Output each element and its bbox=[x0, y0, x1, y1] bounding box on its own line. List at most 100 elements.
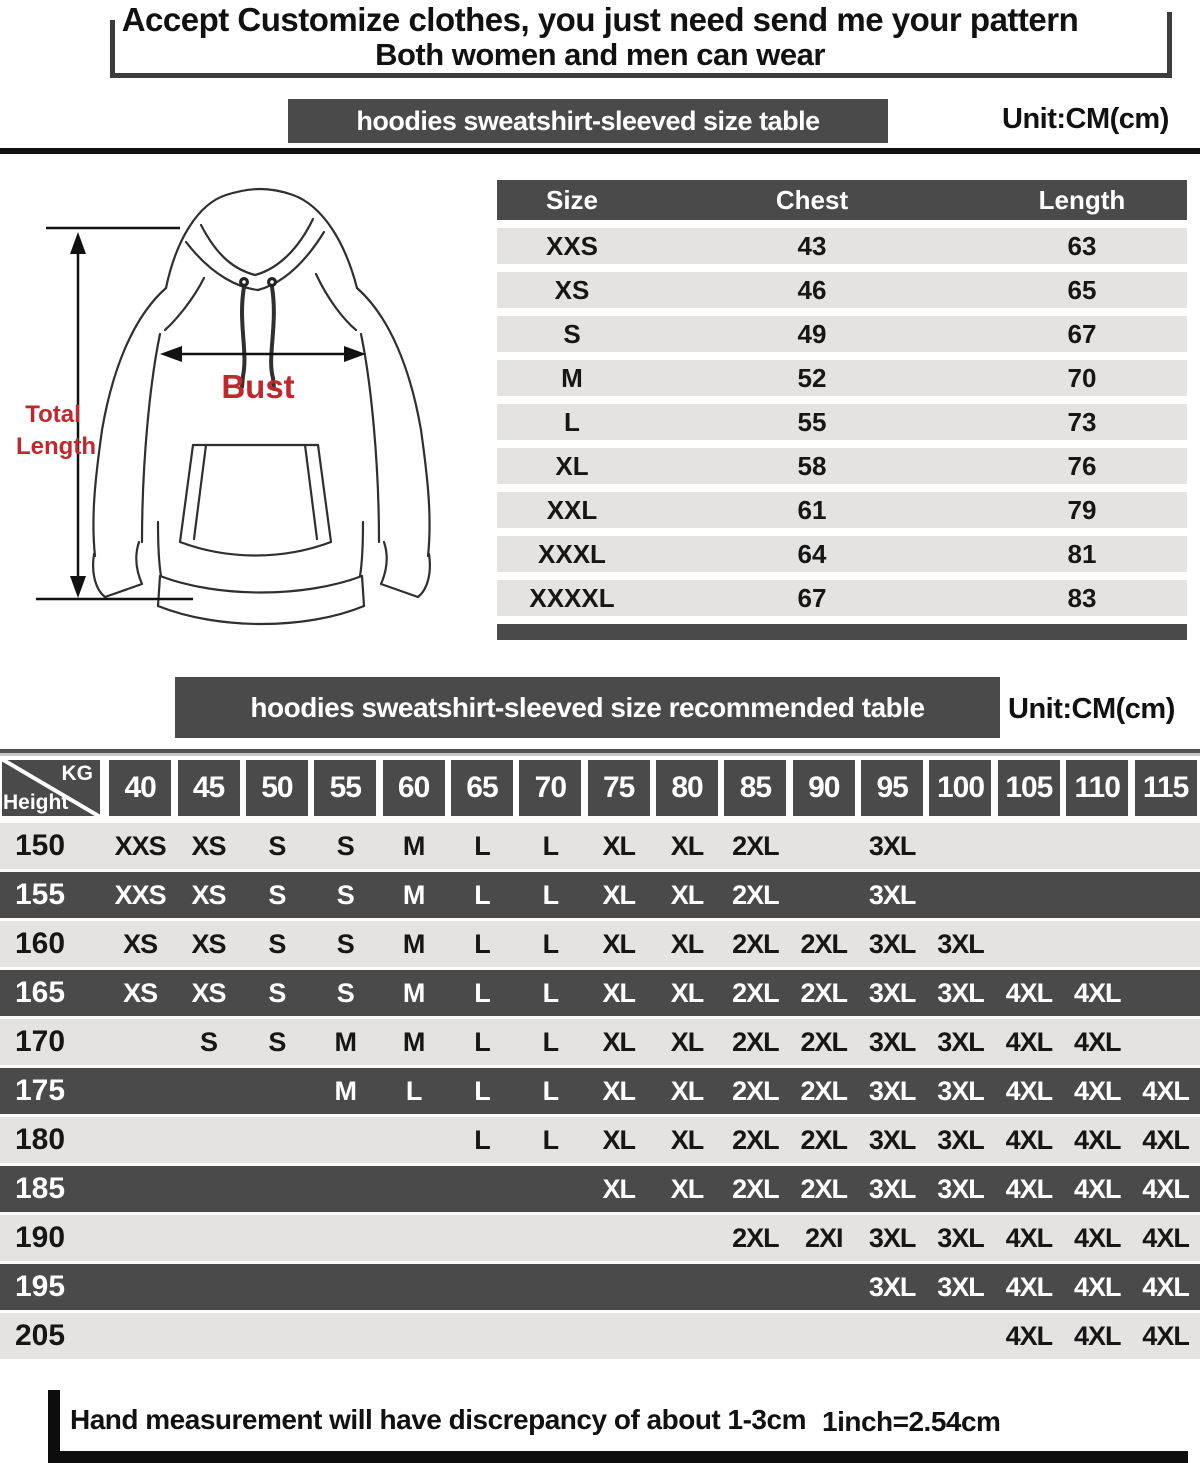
recommend-cell: XS bbox=[191, 929, 227, 959]
recommend-cell: 3XL bbox=[868, 831, 917, 861]
recommend-cell bbox=[721, 1313, 789, 1359]
size-table-cell: 52 bbox=[797, 363, 827, 393]
recommend-cell: XL bbox=[602, 1076, 636, 1106]
corner-diagonal-line bbox=[2, 760, 100, 816]
cuff-left bbox=[92, 540, 144, 599]
recommend-cell bbox=[106, 1264, 174, 1310]
recommend-table-row: 205 4XL 4XL 4XL bbox=[0, 1310, 1200, 1359]
recommend-cell: 4XL bbox=[1142, 1076, 1190, 1106]
size-table-cell: 76 bbox=[1067, 451, 1097, 481]
height-value: 150 bbox=[14, 829, 66, 862]
recommend-cell bbox=[174, 1215, 242, 1261]
recommend-cell: 4XL bbox=[1073, 1076, 1122, 1106]
arrowhead-left bbox=[160, 346, 182, 362]
weight-header-slot: 90 bbox=[790, 760, 858, 816]
recommend-cell bbox=[243, 1264, 311, 1310]
recommend-cell: 4XL bbox=[1142, 1125, 1190, 1155]
recommend-cell: 3XL bbox=[868, 1027, 917, 1057]
weight-header-cell: 115 bbox=[1134, 760, 1197, 816]
recommend-cell bbox=[106, 1019, 174, 1065]
recommend-cell: XL bbox=[602, 831, 636, 861]
recommend-cell bbox=[106, 1313, 174, 1359]
recommend-cell: S bbox=[268, 929, 286, 959]
recommend-cell bbox=[174, 1166, 242, 1212]
recommend-cell bbox=[106, 1215, 174, 1261]
recommend-cell bbox=[448, 1264, 516, 1310]
recommend-cell: 4XL bbox=[1073, 1027, 1122, 1057]
recommend-cell: L bbox=[405, 1076, 423, 1106]
recommend-cell: L bbox=[474, 831, 491, 861]
recommend-cell: 4XL bbox=[1142, 1174, 1190, 1204]
size-table-header-chest: Chest bbox=[775, 185, 849, 215]
recommend-cell: XL bbox=[602, 929, 636, 959]
body-right-edge bbox=[358, 520, 365, 578]
sleeve-right-outer bbox=[355, 286, 431, 558]
inch-conversion: 1inch=2.54cm bbox=[822, 1406, 1001, 1437]
recommend-cell: M bbox=[402, 831, 426, 861]
recommend-cell: M bbox=[402, 978, 426, 1008]
size-table-cell: 65 bbox=[1067, 275, 1097, 305]
recommend-cell bbox=[1063, 823, 1131, 869]
recommend-cell: M bbox=[334, 1027, 358, 1057]
recommend-cell bbox=[448, 1313, 516, 1359]
recommend-cell bbox=[1131, 1019, 1199, 1065]
size-table-header-size: Size bbox=[545, 185, 599, 215]
recommend-cell: 4XL bbox=[1005, 1272, 1054, 1302]
recommend-cell bbox=[243, 1215, 311, 1261]
size-table-header-length: Length bbox=[1038, 185, 1126, 215]
size-table-cell: 61 bbox=[797, 495, 827, 525]
weight-header-cell: 45 bbox=[177, 760, 240, 816]
collar-fold-left bbox=[184, 240, 260, 292]
recommend-cell bbox=[379, 1264, 447, 1310]
recommend-cell: 3XL bbox=[868, 1125, 917, 1155]
recommend-cell: XS bbox=[191, 880, 227, 910]
recommend-cell bbox=[106, 1068, 174, 1114]
recommend-cell: 3XL bbox=[937, 978, 985, 1008]
recommend-cell bbox=[243, 1117, 311, 1163]
recommend-cell bbox=[653, 1215, 721, 1261]
recommend-cell: XL bbox=[602, 1125, 636, 1155]
raglan-seam-right bbox=[314, 272, 358, 332]
weight-header-cell: 60 bbox=[382, 760, 445, 816]
weight-header-slot: 75 bbox=[585, 760, 653, 816]
recommend-cell: 4XL bbox=[1005, 1076, 1054, 1106]
recommend-cell bbox=[174, 1117, 242, 1163]
recommend-cell: 3XL bbox=[937, 1076, 985, 1106]
header-bracket-right bbox=[1167, 12, 1172, 78]
recommend-cell bbox=[995, 872, 1063, 918]
recommend-cell bbox=[243, 1313, 311, 1359]
weight-header-slot: 65 bbox=[448, 760, 516, 816]
recommend-cell: XL bbox=[602, 1174, 636, 1204]
recommend-cell: 3XL bbox=[937, 1027, 985, 1057]
size-table-cell: 64 bbox=[797, 539, 827, 569]
size-table-body: XXS 43 63 XS 46 65 S 49 67 M 52 70 L 55 73 XL 58 76 XXL 61 7… bbox=[497, 228, 1187, 616]
recommend-cell: S bbox=[268, 831, 286, 861]
recommend-cell: XL bbox=[670, 1125, 705, 1155]
body-left-edge bbox=[156, 520, 163, 578]
recommend-cell: 3XL bbox=[868, 1272, 917, 1302]
size-table-row: XXXL 64 81 bbox=[497, 536, 1187, 572]
recommend-table: KG Height 40 45 50 55 60 65 70 75 80 85 90 95 100 105… bbox=[0, 760, 1200, 1359]
recommend-cell bbox=[926, 1313, 994, 1359]
recommend-cell bbox=[790, 872, 858, 918]
header-line2: Both women and men can wear bbox=[375, 37, 825, 72]
height-value: 195 bbox=[14, 1270, 66, 1303]
recommend-cell bbox=[585, 1264, 653, 1310]
recommend-cell bbox=[106, 1117, 174, 1163]
size-table-row: XXL 61 79 bbox=[497, 492, 1187, 528]
kg-height-corner-cell: KG Height bbox=[2, 760, 100, 816]
height-value: 185 bbox=[14, 1172, 66, 1205]
size-table-row: M 52 70 bbox=[497, 360, 1187, 396]
size-table-cell: 43 bbox=[797, 231, 827, 261]
size-table-row: XL 58 76 bbox=[497, 448, 1187, 484]
height-value: 180 bbox=[14, 1123, 66, 1156]
header-bracket-left bbox=[110, 20, 115, 78]
recommend-cell bbox=[653, 1264, 721, 1310]
size-table-cell: XXS bbox=[545, 231, 599, 261]
collar-fold-right bbox=[256, 230, 326, 292]
recommend-cell: XL bbox=[670, 929, 705, 959]
recommend-cell: S bbox=[200, 1027, 218, 1057]
hoodie-diagram: Total Length Bust bbox=[16, 187, 431, 626]
weight-header-slot: 55 bbox=[311, 760, 379, 816]
recommend-cell bbox=[379, 1215, 447, 1261]
